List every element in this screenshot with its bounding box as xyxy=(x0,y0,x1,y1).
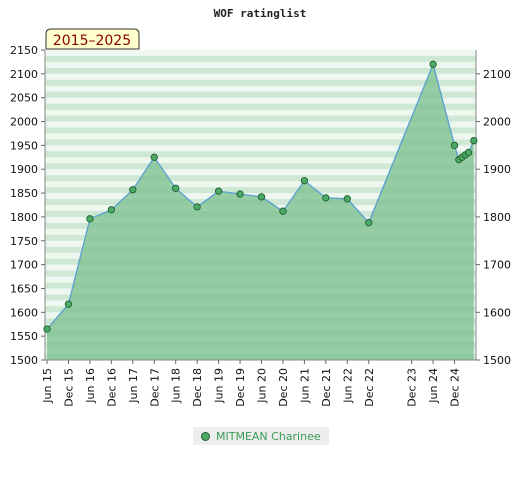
band xyxy=(45,175,476,182)
y-left-tick-label: 1600 xyxy=(10,306,38,319)
legend-label: MITMEAN Charinee xyxy=(216,429,321,443)
x-axis-ticks: Jun 15 Dec 15 Jun 16 Dec 16 Jun 17 Dec 17 Jun … xyxy=(41,360,462,407)
band xyxy=(45,151,476,158)
data-point-2 xyxy=(86,215,94,223)
x-tick-label: Dec 22 xyxy=(363,368,376,407)
y-left-tick-label: 1850 xyxy=(10,187,38,200)
band xyxy=(45,67,476,74)
x-tick-label: Dec 23 xyxy=(406,368,419,407)
band xyxy=(45,55,476,62)
y-right-tick-label: 1600 xyxy=(483,306,511,319)
band xyxy=(45,79,476,86)
legend: MITMEAN Charinee xyxy=(193,427,329,445)
data-point-12 xyxy=(300,177,309,185)
data-point-9 xyxy=(236,190,244,198)
x-tick-label: Dec 21 xyxy=(320,368,333,407)
band xyxy=(45,103,476,110)
y-right-tick-label: 2000 xyxy=(483,116,511,129)
y-left-tick-label: 1750 xyxy=(10,235,38,248)
band xyxy=(45,127,476,134)
data-point-14 xyxy=(343,195,351,203)
y-axis-right-ticks: 1500 1600 1700 1800 1900 2000 2100 xyxy=(476,68,511,367)
series-area-fill xyxy=(47,64,474,361)
axes xyxy=(44,50,477,361)
x-tick-label: Dec 15 xyxy=(62,368,75,407)
y-left-tick-label: 1500 xyxy=(10,354,38,367)
y-left-tick-label: 1550 xyxy=(10,330,38,343)
x-tick-label: Jun 19 xyxy=(213,368,226,404)
data-point-15 xyxy=(365,218,373,227)
y-right-tick-label: 2100 xyxy=(483,68,511,81)
y-right-tick-label: 1500 xyxy=(483,354,511,367)
data-point-5 xyxy=(150,153,158,161)
y-left-tick-label: 2150 xyxy=(10,44,38,57)
data-point-17 xyxy=(450,141,459,150)
y-left-tick-label: 1950 xyxy=(10,139,38,152)
x-tick-label: Dec 17 xyxy=(148,368,161,407)
year-range-label: 2015–2025 xyxy=(53,33,131,49)
data-point-3 xyxy=(107,206,116,214)
x-tick-label: Jun 22 xyxy=(341,368,354,404)
data-point-10 xyxy=(257,193,266,201)
data-point-11 xyxy=(279,207,287,215)
x-tick-label: Dec 18 xyxy=(191,368,204,407)
y-right-tick-label: 1900 xyxy=(483,163,511,176)
x-tick-label: Jun 21 xyxy=(298,368,311,404)
y-left-tick-label: 2000 xyxy=(10,116,38,129)
data-point-6 xyxy=(172,184,180,192)
band xyxy=(45,139,476,146)
x-tick-label: Jun 24 xyxy=(427,368,440,404)
data-point-13 xyxy=(322,194,330,202)
band xyxy=(45,91,476,98)
year-range-badge: 2015–2025 xyxy=(45,28,140,50)
y-left-tick-label: 1800 xyxy=(10,211,38,224)
data-point-8 xyxy=(214,187,223,195)
data-point-22 xyxy=(470,136,478,145)
x-tick-label: Dec 20 xyxy=(277,368,290,407)
band xyxy=(45,187,476,194)
x-tick-label: Dec 24 xyxy=(449,368,462,407)
x-tick-label: Dec 16 xyxy=(105,368,118,407)
data-point-1 xyxy=(64,300,73,308)
legend-marker xyxy=(201,431,210,441)
band xyxy=(45,115,476,122)
data-point-7 xyxy=(193,203,201,211)
series-markers xyxy=(43,60,478,333)
x-tick-label: Jun 18 xyxy=(170,368,183,404)
data-point-0 xyxy=(43,325,51,333)
y-left-tick-label: 1700 xyxy=(10,259,38,272)
x-tick-label: Jun 17 xyxy=(127,368,140,404)
data-point-21 xyxy=(464,148,473,157)
y-right-tick-label: 1700 xyxy=(483,259,511,272)
y-axis-left-ticks: 1500 1550 1600 1650 1700 1750 1800 1850 1900 1950… xyxy=(10,44,45,367)
y-left-tick-label: 2050 xyxy=(10,92,38,105)
x-tick-label: Jun 20 xyxy=(256,368,269,404)
y-left-tick-label: 1900 xyxy=(10,163,38,176)
band xyxy=(45,163,476,170)
chart-title: WOF ratinglist xyxy=(214,7,307,20)
y-right-tick-label: 1800 xyxy=(483,211,511,224)
x-tick-label: Dec 19 xyxy=(234,368,247,407)
y-left-tick-label: 1650 xyxy=(10,282,38,295)
data-point-4 xyxy=(129,186,137,194)
data-point-16 xyxy=(429,60,437,68)
y-left-tick-label: 2100 xyxy=(10,68,38,81)
x-tick-label: Jun 15 xyxy=(41,368,54,404)
x-tick-label: Jun 16 xyxy=(84,368,97,404)
